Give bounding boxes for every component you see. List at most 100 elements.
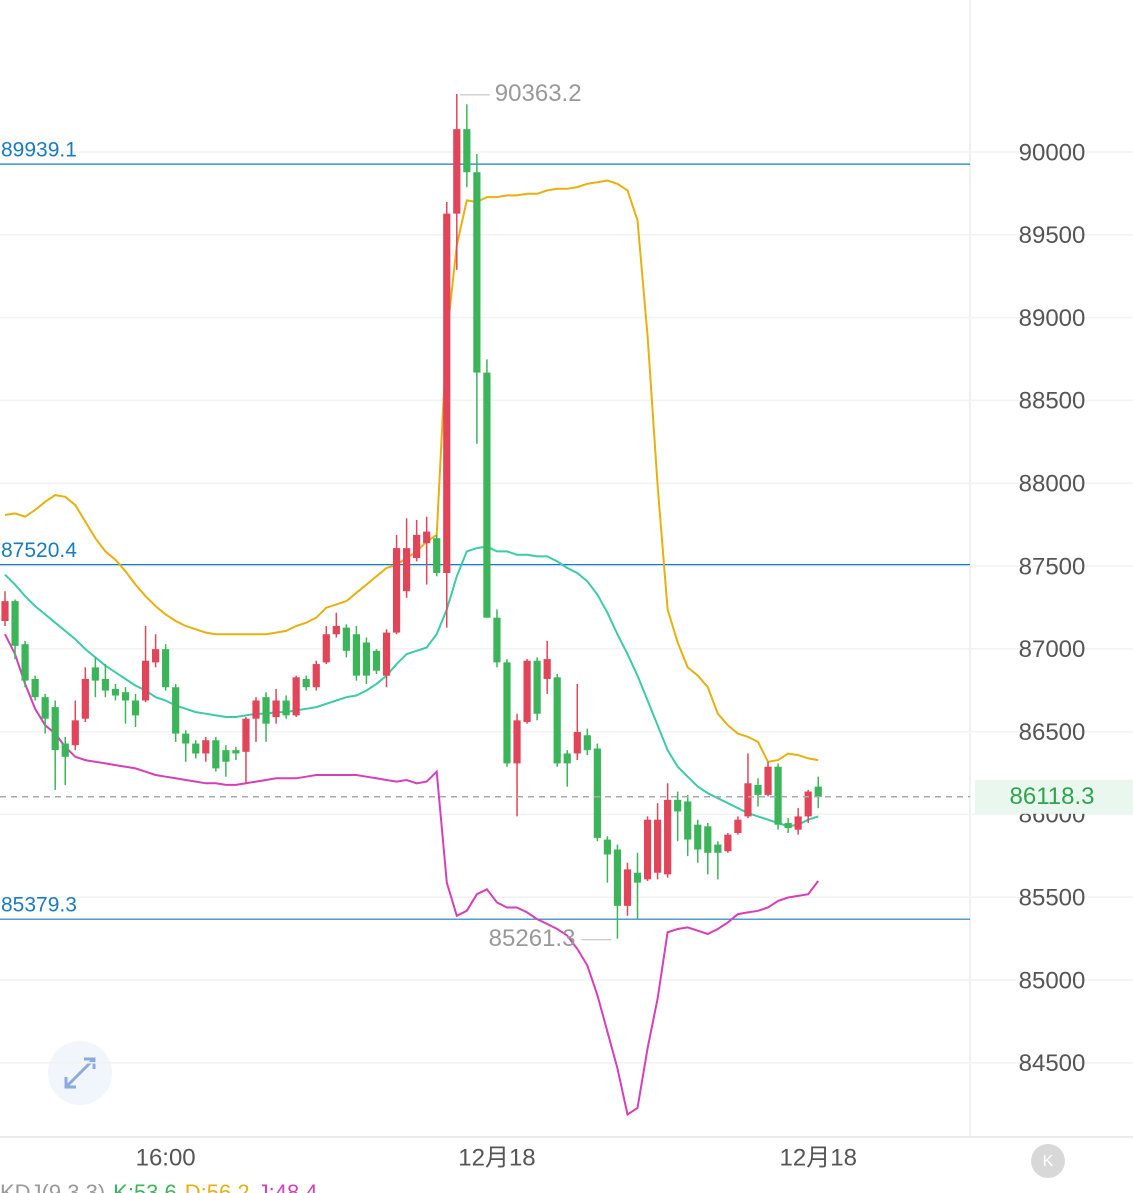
candle-body [312, 664, 320, 688]
candle-body [71, 720, 79, 746]
candle-body [744, 783, 752, 817]
candle-body [553, 677, 561, 764]
candle-body [413, 534, 421, 559]
candle-body [623, 869, 632, 906]
candle-body [232, 750, 240, 754]
candle-body [403, 548, 411, 592]
candle-body [764, 766, 772, 795]
candle-body [252, 700, 260, 719]
candle-body [91, 667, 99, 681]
candle-body [513, 720, 521, 764]
y-tick-label: 88000 [1019, 471, 1086, 498]
price-line-label: 87520.4 [1, 539, 77, 562]
candle-body [242, 718, 250, 752]
y-tick-label: 85000 [1019, 967, 1086, 994]
y-tick-label: 87000 [1019, 636, 1086, 663]
candle-body [141, 660, 150, 701]
candle-body [704, 826, 712, 853]
candle-body [694, 824, 702, 850]
band-line [4, 179, 819, 763]
candle-body [593, 748, 601, 838]
indicator-value: J:48.4 [258, 1180, 318, 1193]
y-tick-label: 90000 [1019, 139, 1086, 166]
candle-body [603, 839, 611, 855]
candle-body [222, 750, 230, 762]
candle-body [192, 743, 200, 754]
candle-body [643, 819, 652, 880]
candle-body [714, 844, 722, 853]
candle-body [152, 649, 160, 663]
candle-body [684, 801, 692, 840]
candle-body [61, 743, 69, 757]
candle-body [1, 601, 9, 621]
candle-body [784, 823, 792, 828]
y-tick-label: 86500 [1019, 719, 1086, 746]
indicator-value: D:56.2 [185, 1180, 250, 1193]
candle-body [774, 766, 782, 825]
candle-body [131, 700, 140, 716]
expand-button[interactable] [48, 1041, 112, 1105]
candle-body [332, 625, 340, 635]
candle-body [654, 819, 662, 873]
candle-body [282, 700, 290, 716]
candle-body [664, 799, 672, 875]
candle-body [794, 816, 802, 830]
price-line-label: 89939.1 [1, 139, 77, 162]
candle-body [724, 834, 732, 852]
candle-body [453, 129, 461, 214]
k-button-label[interactable]: K [1043, 1153, 1054, 1170]
candle-body [182, 733, 190, 744]
candle-body [372, 650, 381, 671]
candle-body [473, 172, 481, 373]
candle-body [423, 531, 431, 544]
candle-body [272, 700, 280, 718]
last-price-label: 86118.3 [1010, 783, 1095, 810]
candle-body [111, 688, 120, 696]
candle-body [483, 372, 491, 618]
candle-body [543, 659, 551, 679]
y-tick-label: 88500 [1019, 388, 1086, 415]
candle-body [322, 634, 330, 663]
price-line-label: 85379.3 [1, 894, 77, 917]
y-tick-label: 89000 [1019, 305, 1086, 332]
candle-body [31, 678, 39, 698]
y-tick-label: 84500 [1019, 1050, 1086, 1077]
candle-body [262, 697, 270, 724]
candle-body [41, 697, 49, 719]
candle-body [292, 677, 300, 716]
candle-body [674, 799, 682, 812]
low-marker-label: 85261.3 [489, 925, 576, 952]
candle-body [342, 627, 350, 651]
candle-body [463, 129, 471, 173]
indicator-value: K:53.6 [113, 1180, 177, 1193]
candle-body [362, 642, 371, 676]
y-tick-label: 87500 [1019, 553, 1086, 580]
high-marker-label: 90363.2 [495, 80, 582, 107]
candle-body [804, 791, 812, 817]
x-tick-label: 12月18 [780, 1144, 857, 1171]
candle-body [573, 731, 581, 754]
k-button[interactable] [1031, 1144, 1065, 1178]
candle-body [202, 740, 210, 754]
candle-body [633, 872, 642, 883]
x-tick-label: 16:00 [136, 1144, 196, 1171]
candle-body [51, 707, 59, 751]
candle-body [563, 753, 571, 764]
last-price-box [975, 779, 1133, 814]
candle-body [11, 601, 19, 646]
candle-body [613, 849, 622, 906]
indicator-label: KDJ(9,3,3) [0, 1180, 105, 1193]
candle-body [81, 678, 89, 719]
candle-body [392, 548, 401, 633]
band-line [4, 545, 819, 828]
x-tick-label: 12月18 [458, 1144, 535, 1171]
candle-body [583, 735, 591, 751]
candle-body [503, 662, 511, 764]
candle-body [814, 786, 822, 797]
indicator-legend: KDJ(9,3,3) K:53.6 D:56.2 J:48.4 [0, 1180, 318, 1193]
candle-body [101, 678, 109, 691]
y-tick-label: 85500 [1019, 885, 1086, 912]
candle-body [443, 213, 451, 573]
